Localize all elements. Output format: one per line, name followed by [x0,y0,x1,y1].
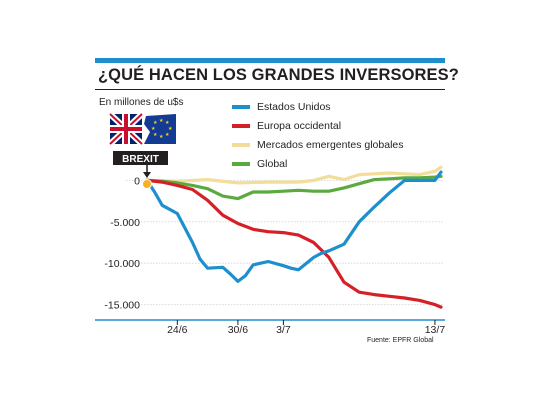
x-tick-label: 24/6 [167,324,188,336]
grid [126,179,443,306]
eu-flag-icon: ★ ★★ ★★★ ★★ [144,114,176,144]
x-tick-label: 3/7 [276,324,291,336]
legend-label: Global [257,157,288,170]
svg-text:★: ★ [168,126,173,132]
svg-text:★: ★ [151,126,156,132]
y-tick-label: 0 [134,175,140,187]
unit-label: En millones de u$s [99,97,184,108]
legend-item-estados-unidos: Estados Unidos [232,97,404,116]
axes: 0 -5.000 -10.000 -15.000 24/6 30/6 3/7 13/7 [95,175,445,336]
legend-label: Mercados emergentes globales [257,138,404,151]
legend-swatch [232,142,250,147]
brexit-tag-background [113,151,168,165]
down-arrow-icon [143,165,151,178]
brexit-label: BREXIT [122,154,159,165]
y-tick-label: -10.000 [104,258,140,270]
y-tick-label: -15.000 [104,300,140,312]
legend-label: Europa occidental [257,119,342,132]
uk-flag-icon [107,111,145,147]
y-tick-label: -5.000 [110,217,140,229]
svg-text:★: ★ [159,134,164,140]
legend-label: Estados Unidos [257,100,331,113]
series-line-europa-occidental [145,178,443,309]
legend-item-global: Global [232,154,404,173]
legend: Estados Unidos Europa occidental Mercado… [232,97,404,173]
chart-title: ¿QUÉ HACEN LOS GRANDES INVERSORES? [98,66,459,84]
x-tick-label: 30/6 [228,324,249,336]
x-tick-label: 13/7 [425,324,446,336]
title-divider [95,89,445,90]
svg-text:★: ★ [153,132,158,138]
svg-text:★: ★ [165,120,170,126]
brexit-marker: ★ ★★ ★★★ ★★ BREXIT [107,111,176,189]
legend-swatch [232,104,250,109]
source-note: Fuente: EPFR Global [367,337,434,344]
svg-text:★: ★ [153,120,158,126]
svg-text:★: ★ [165,132,170,138]
svg-text:★: ★ [159,118,164,124]
header-accent-bar [95,58,445,63]
series-line-estados-unidos [145,170,443,283]
series-line-mercados-emergentes-globales [145,165,443,185]
legend-item-mercados-emergentes: Mercados emergentes globales [232,135,404,154]
legend-swatch [232,161,250,166]
legend-swatch [232,123,250,128]
brexit-start-point [142,179,152,189]
series-line-global [145,174,443,201]
legend-item-europa-occidental: Europa occidental [232,116,404,135]
series-lines [145,165,443,309]
